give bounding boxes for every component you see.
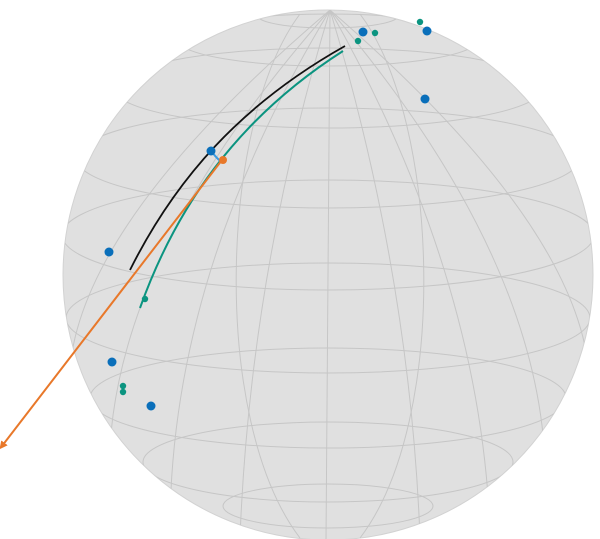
orange-vector-origin (219, 156, 227, 164)
blue-point (358, 27, 368, 37)
teal-point (416, 18, 424, 26)
teal-point (141, 295, 149, 303)
blue-point (107, 357, 117, 367)
blue-points (104, 26, 432, 411)
teal-point (119, 382, 127, 390)
meridian-line (235, 13, 301, 539)
meridian-line (329, 10, 421, 539)
orange-vector-arrow (0, 159, 223, 450)
blue-point (422, 26, 432, 36)
teal-point (371, 29, 379, 37)
latitude-ring (142, 421, 514, 503)
teal-points (119, 18, 424, 396)
meridian-line (239, 10, 331, 539)
blue-point (420, 94, 430, 104)
blue-point (146, 401, 156, 411)
meridian-line (359, 13, 425, 539)
latitude-ring (222, 483, 434, 529)
meridian-line (329, 10, 491, 531)
teal-point (119, 388, 127, 396)
meridian-line (169, 10, 331, 531)
blue-point (104, 247, 114, 257)
black-trajectory (129, 45, 346, 271)
blue-point (206, 146, 216, 156)
teal-point (354, 37, 362, 45)
meridian-line (325, 10, 331, 539)
